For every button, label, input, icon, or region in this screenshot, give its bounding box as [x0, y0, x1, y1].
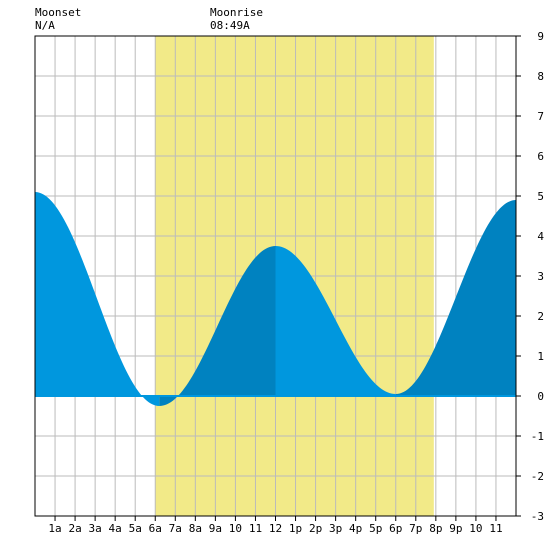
tide-area — [35, 192, 516, 406]
tide-rising-segment — [395, 200, 516, 396]
x-tick-label: 2a — [68, 522, 81, 535]
x-tick-label: 4p — [349, 522, 362, 535]
x-tick-label: 9p — [449, 522, 462, 535]
moonset-label: Moonset — [35, 6, 81, 19]
x-tick-label: 9a — [209, 522, 222, 535]
x-tick-label: 6a — [149, 522, 162, 535]
x-tick-label: 7p — [409, 522, 422, 535]
x-tick-label: 2p — [309, 522, 322, 535]
x-tick-label: 8a — [189, 522, 202, 535]
x-tick-label: 10 — [229, 522, 242, 535]
x-tick-label: 8p — [429, 522, 442, 535]
tide-falling-segment — [35, 192, 160, 406]
x-tick-label: 11 — [249, 522, 262, 535]
x-tick-label: 6p — [389, 522, 402, 535]
moonrise-label: Moonrise — [210, 6, 263, 19]
y-tick-label: 1 — [537, 350, 544, 363]
y-tick-label: -2 — [531, 470, 544, 483]
x-tick-label: 1p — [289, 522, 302, 535]
x-axis-ticks: 1a 2a 3a 4a 5a 6a 7a 8a 9a 10 11 12 1p 2p 3p 4p 5p 6p 7p 8p… — [48, 516, 503, 535]
y-tick-label: -3 — [531, 510, 544, 523]
y-tick-label: 4 — [537, 230, 544, 243]
x-tick-label: 12 — [269, 522, 282, 535]
y-tick-label: 3 — [537, 270, 544, 283]
moonrise-time: 08:49A — [210, 19, 250, 32]
tide-rising-segment — [159, 246, 276, 406]
y-tick-label: 8 — [537, 70, 544, 83]
x-tick-label: 3p — [329, 522, 342, 535]
y-tick-label: 0 — [537, 390, 544, 403]
tide-falling-segment — [275, 246, 396, 396]
x-tick-label: 10 — [469, 522, 482, 535]
y-tick-label: -1 — [531, 430, 544, 443]
x-tick-label: 1a — [48, 522, 61, 535]
x-tick-label: 3a — [89, 522, 102, 535]
moonset-time: N/A — [35, 19, 55, 32]
x-tick-label: 4a — [109, 522, 122, 535]
y-tick-label: 7 — [537, 110, 544, 123]
y-tick-label: 2 — [537, 310, 544, 323]
y-tick-label: 9 — [537, 30, 544, 43]
x-tick-label: 7a — [169, 522, 182, 535]
x-tick-label: 5a — [129, 522, 142, 535]
x-tick-label: 5p — [369, 522, 382, 535]
x-tick-label: 11 — [489, 522, 502, 535]
y-tick-label: 6 — [537, 150, 544, 163]
y-axis-ticks: -3 -2 -1 0 1 2 3 4 5 6 7 8 9 — [516, 30, 544, 523]
y-tick-label: 5 — [537, 190, 544, 203]
